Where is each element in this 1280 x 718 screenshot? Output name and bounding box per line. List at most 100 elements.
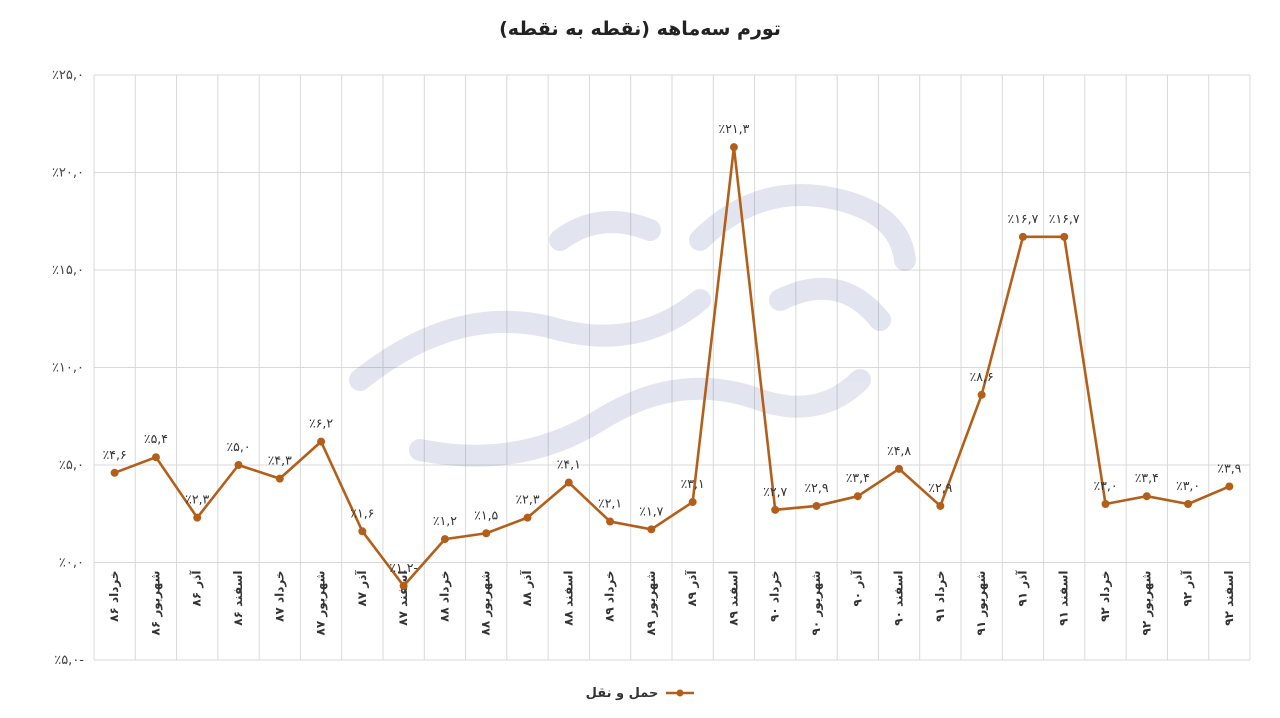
x-tick-label: شهریور ۸۸: [479, 571, 494, 636]
data-label: ٪۶,۲: [309, 416, 333, 431]
x-tick-label: آذر ۹۰: [849, 570, 864, 607]
x-tick-label: خرداد ۸۷: [272, 571, 286, 622]
data-point: [564, 478, 573, 487]
y-tick-label: ٪۲۰,۰: [52, 166, 84, 181]
data-point: [151, 453, 160, 462]
x-tick-label: خرداد ۹۱: [933, 571, 947, 622]
data-point: [317, 437, 326, 446]
x-tick-label: شهریور ۹۱: [974, 570, 989, 635]
data-point: [936, 501, 945, 510]
x-tick-label: خرداد ۹۲: [1098, 571, 1112, 622]
series-line: [114, 145, 1230, 588]
data-point: [729, 143, 738, 152]
data-point: [523, 513, 532, 522]
data-label: ٪۱۶,۷: [1008, 211, 1039, 226]
data-label: ٪۳,۰: [1093, 478, 1117, 493]
x-tick-label: اسفند ۹۱: [1057, 571, 1071, 626]
x-tick-label: شهریور ۹۰: [809, 571, 824, 636]
data-labels: ٪۴,۶ ٪۵,۴ ٪۲,۳ ٪۵,۰ ٪۴,۳ ٪۶,۲ ٪۱,۶ ٪۱,۲- ٪۱,۲ ٪۱,…: [103, 121, 1242, 575]
data-label: ٪۲,۹: [804, 480, 828, 495]
data-point: [193, 513, 202, 522]
x-tick-label: خرداد ۸۸: [437, 571, 451, 622]
y-tick-label: ٪۰,۰: [59, 556, 84, 571]
data-point: [977, 390, 986, 399]
x-tick-label: اسفند ۸۹: [726, 571, 740, 626]
x-tick-label: شهریور ۹۲: [1139, 571, 1154, 636]
data-label: ٪۲,۷: [763, 484, 787, 499]
x-tick-label: اسفند ۹۲: [1222, 571, 1236, 626]
x-tick-label: خرداد ۹۰: [768, 571, 782, 622]
data-label: ٪۳,۱: [681, 476, 705, 491]
data-label: ٪۱۶,۷: [1049, 211, 1080, 226]
x-tick-label: آذر ۸۸: [519, 570, 534, 607]
data-label: ٪۱,۲-: [389, 560, 418, 575]
data-label: ٪۲۱,۳: [719, 121, 750, 136]
data-label: ٪۲,۳: [185, 492, 209, 507]
data-label: ٪۳,۴: [1135, 470, 1159, 485]
data-label: ٪۱,۵: [474, 507, 498, 522]
x-tick-label: آذر ۹۱: [1014, 570, 1029, 607]
x-tick-label: اسفند ۹۰: [892, 571, 906, 626]
data-label: ٪۱,۶: [350, 505, 374, 520]
data-label: ٪۳,۰: [1176, 478, 1200, 493]
data-point: [482, 529, 491, 538]
data-label: ٪۴,۸: [887, 443, 911, 458]
data-point: [1142, 492, 1151, 501]
data-point: [440, 535, 449, 544]
y-tick-label: ٪۵,۰-: [54, 653, 84, 668]
data-point: [1225, 482, 1234, 491]
data-label: ٪۳,۹: [1217, 460, 1241, 475]
x-tick-label: آذر ۹۲: [1180, 570, 1195, 607]
x-tick-label: اسفند ۸۶: [231, 571, 245, 626]
data-point: [1101, 500, 1110, 508]
data-label: ٪۳,۴: [846, 470, 870, 485]
y-tick-label: ٪۱۵,۰: [52, 263, 84, 278]
data-label: ٪۲,۳: [515, 492, 539, 507]
data-point: [853, 492, 862, 501]
data-point: [234, 461, 243, 469]
watermark-logo: [349, 184, 916, 467]
x-tick-label: اسفند ۸۸: [561, 571, 575, 626]
data-point: [358, 527, 367, 536]
data-label: ٪۱,۲: [433, 513, 457, 528]
data-point: [771, 505, 780, 514]
data-label: ٪۱,۷: [639, 503, 663, 518]
data-label: ٪۴,۱: [557, 457, 581, 472]
x-tick-label: شهریور ۸۶: [148, 571, 163, 636]
data-label: ٪۵,۰: [226, 439, 250, 454]
chart-title: تورم سه‌ماهه (نقطه به نقطه): [499, 18, 781, 40]
x-tick-label: شهریور ۸۷: [314, 571, 329, 636]
x-tick-label: شهریور ۸۹: [644, 571, 659, 636]
x-tick-label: آذر ۸۹: [684, 570, 699, 607]
data-point: [1184, 500, 1193, 508]
data-label: ٪۲,۹: [928, 480, 952, 495]
data-label: ٪۸,۶: [970, 369, 994, 384]
y-tick-label: ٪۱۰,۰: [52, 361, 84, 376]
legend: حمل و نقل: [0, 684, 1280, 703]
data-point: [399, 581, 408, 590]
data-point: [1018, 232, 1027, 241]
grid-lines: [93, 74, 1251, 661]
series-transport: [110, 143, 1234, 590]
data-point: [688, 498, 697, 507]
y-tick-label: ٪۵,۰: [59, 458, 84, 473]
data-point: [1060, 232, 1069, 241]
x-tick-label: خرداد ۸۹: [603, 571, 617, 622]
y-axis: ٪۵,۰- ٪۰,۰ ٪۵,۰ ٪۱۰,۰ ٪۱۵,۰ ٪۲۰,۰ ٪۲۵,۰: [52, 68, 84, 668]
data-point: [647, 525, 656, 534]
x-tick-label: آذر ۸۶: [189, 570, 204, 607]
x-axis: خرداد ۸۶ شهریور ۸۶ آذر ۸۶ اسفند ۸۶ خرداد ۸۷ ش…: [107, 570, 1236, 636]
x-tick-label: آذر ۸۷: [354, 570, 369, 607]
legend-label: حمل و نقل: [585, 685, 659, 701]
data-point: [812, 501, 821, 510]
data-point: [895, 464, 904, 473]
data-point: [110, 468, 119, 477]
legend-swatch: [666, 689, 695, 697]
data-point: [606, 517, 615, 526]
x-tick-label: خرداد ۸۶: [107, 571, 121, 622]
data-label: ٪۴,۳: [268, 453, 292, 468]
y-tick-label: ٪۲۵,۰: [52, 68, 84, 83]
data-label: ٪۴,۶: [103, 447, 127, 462]
data-point: [275, 474, 284, 483]
